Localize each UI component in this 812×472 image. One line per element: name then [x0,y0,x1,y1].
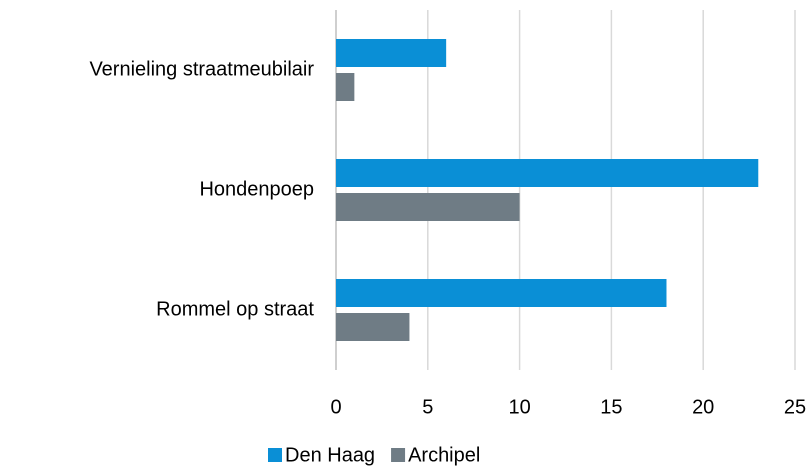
bar [336,73,355,101]
legend-swatch [268,448,282,462]
x-tick-label: 0 [330,396,341,418]
y-tick-label: Vernieling straatmeubilair [89,58,314,80]
x-tick-label: 15 [600,396,622,418]
x-tick-label: 10 [508,396,530,418]
x-tick-label: 20 [692,396,714,418]
bar [336,39,447,67]
bar [336,279,667,307]
bar [336,159,759,187]
y-tick-label: Rommel op straat [156,298,314,320]
legend-label: Archipel [408,444,480,466]
legend-label: Den Haag [285,444,375,466]
bar [336,313,410,341]
y-tick-label: Hondenpoep [199,178,314,200]
bar [336,193,520,221]
x-tick-label: 5 [422,396,433,418]
x-tick-label: 25 [784,396,806,418]
legend-swatch [391,448,406,462]
